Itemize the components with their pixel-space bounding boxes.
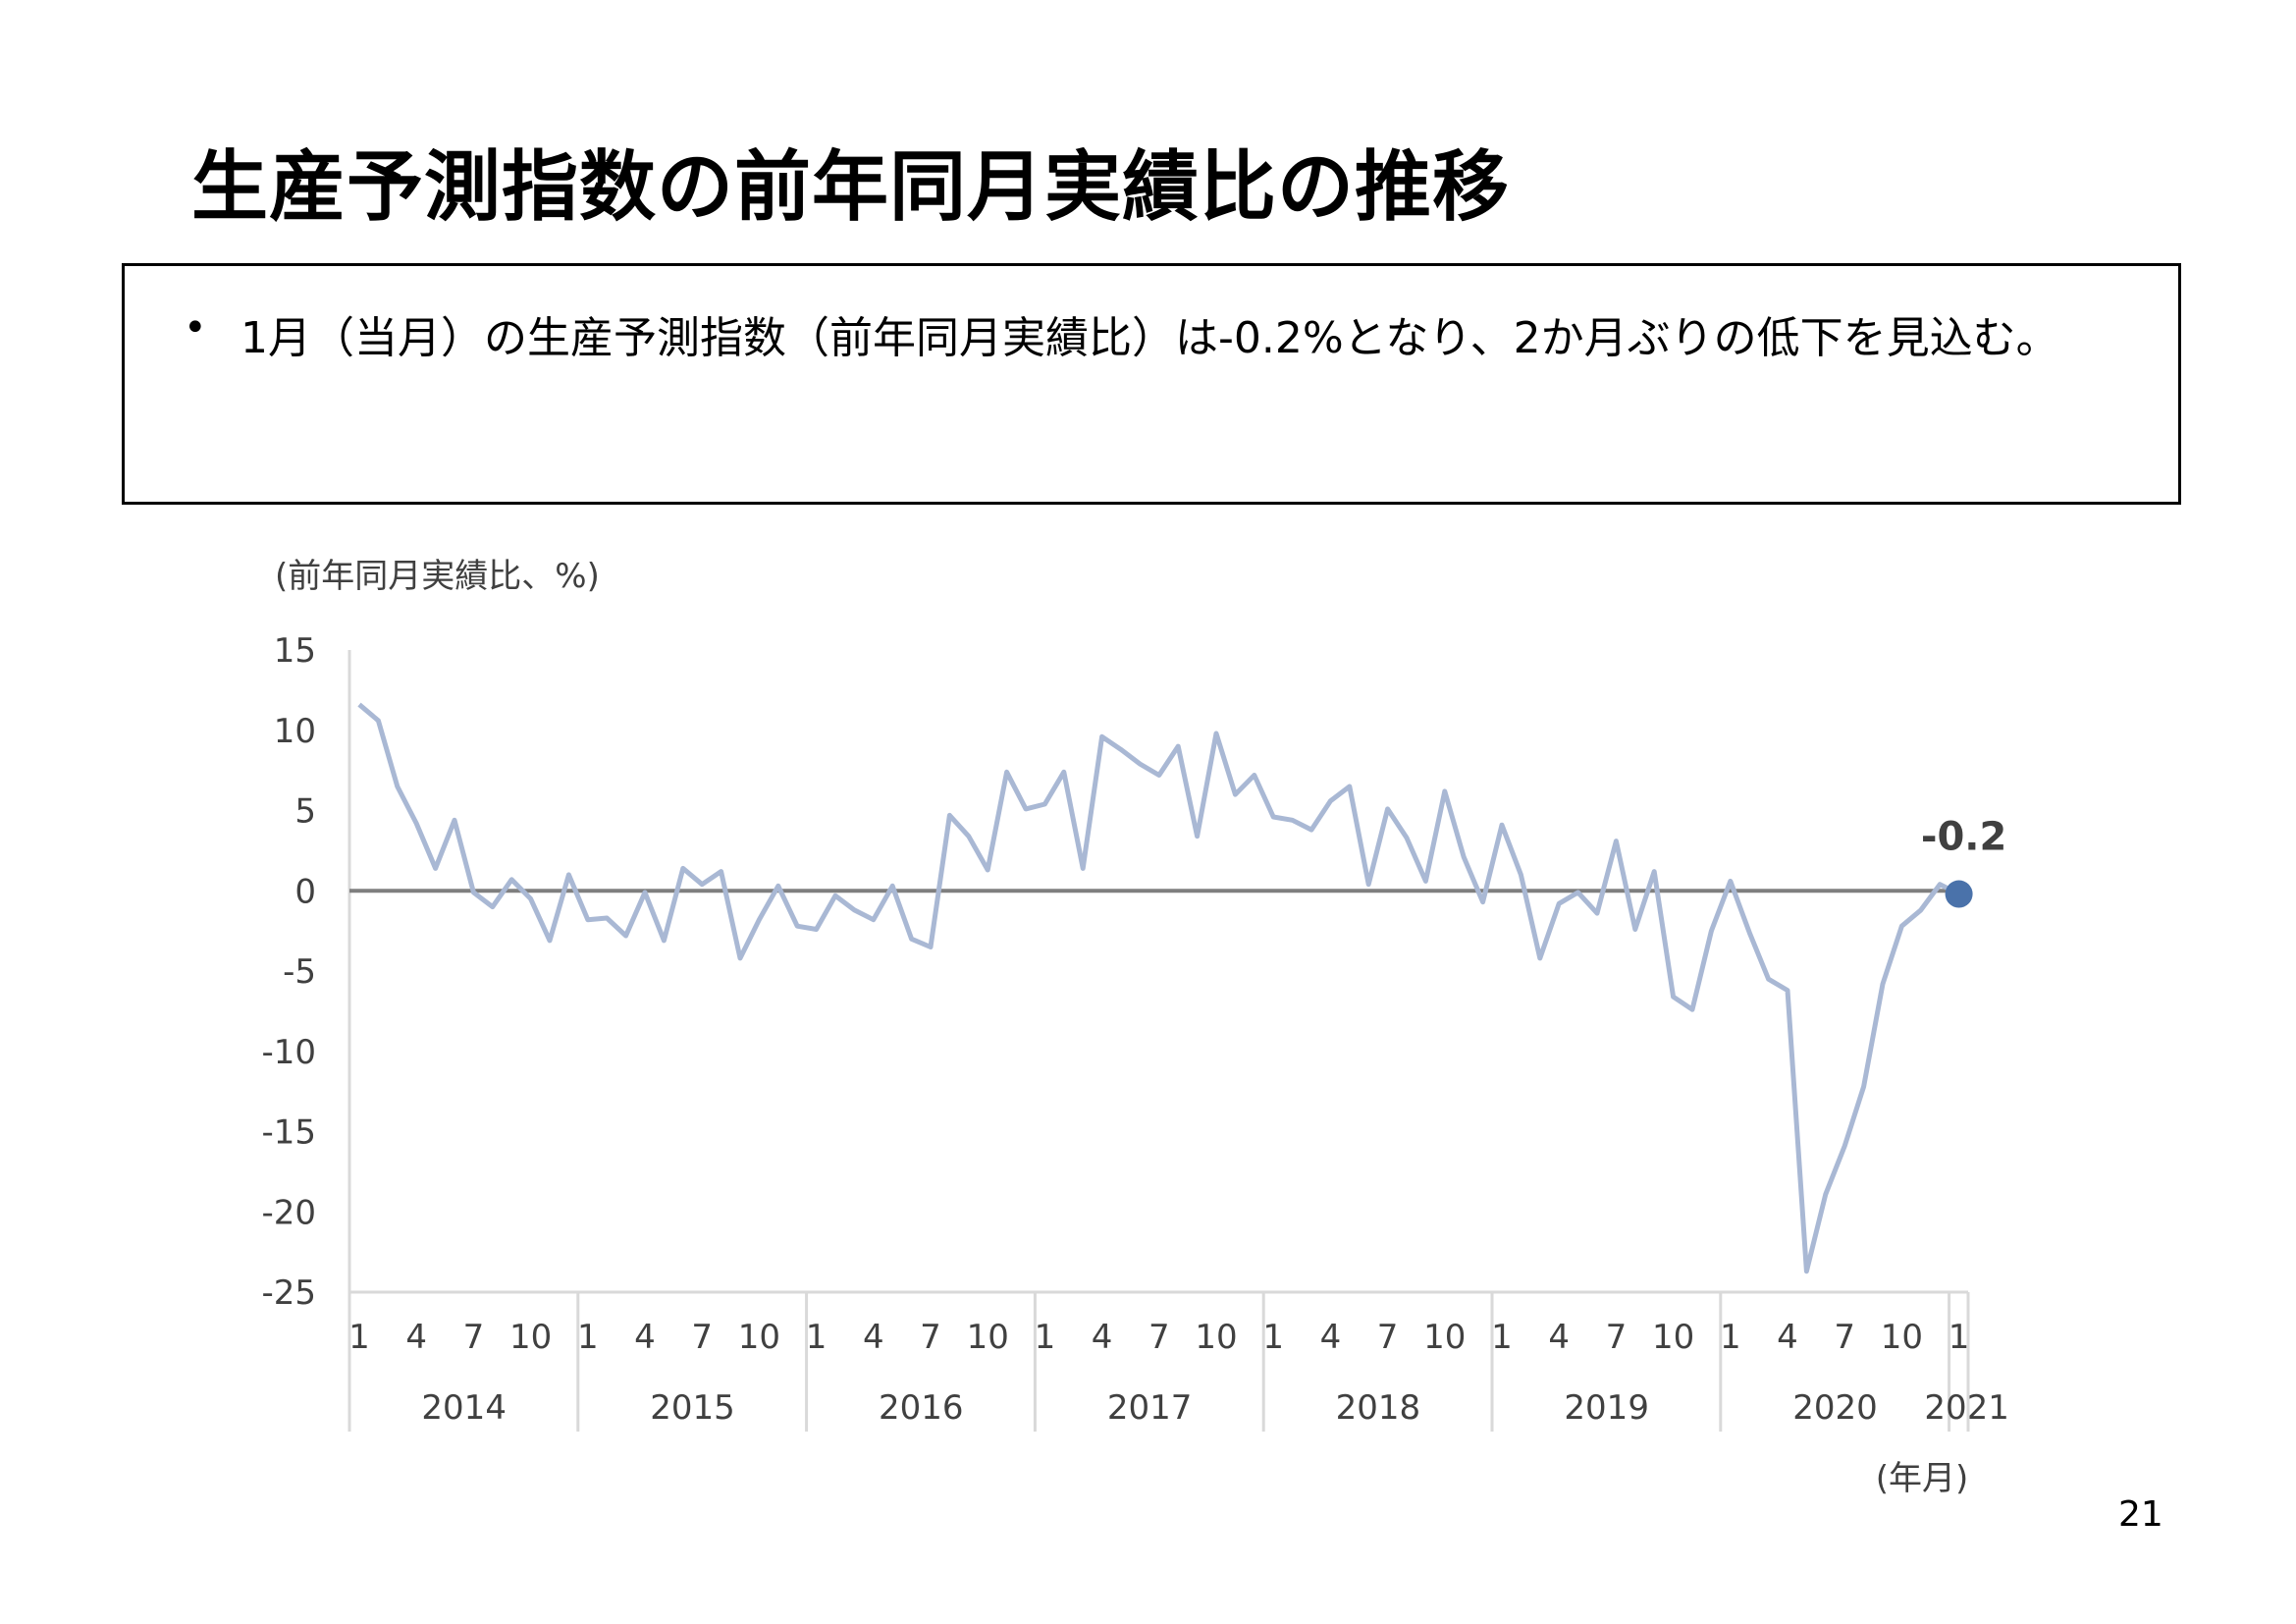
y-tick-label: -10 bbox=[261, 1033, 316, 1072]
year-label: 2018 bbox=[1336, 1388, 1421, 1428]
series-line bbox=[357, 702, 1960, 1274]
last-point-marker bbox=[1945, 880, 1973, 908]
x-tick-label: 4 bbox=[863, 1318, 884, 1357]
x-tick-label: 1 bbox=[806, 1318, 828, 1357]
x-tick-label: 7 bbox=[691, 1318, 713, 1357]
x-tick-label: 7 bbox=[1148, 1318, 1170, 1357]
x-tick-label: 10 bbox=[1652, 1318, 1694, 1357]
y-tick-label: 15 bbox=[274, 631, 316, 671]
x-axis-label: (年月) bbox=[1876, 1459, 1969, 1498]
x-tick-label: 1 bbox=[1720, 1318, 1741, 1357]
x-tick-label: 7 bbox=[1834, 1318, 1855, 1357]
x-tick-label: 7 bbox=[920, 1318, 941, 1357]
x-tick-label: 10 bbox=[1423, 1318, 1466, 1357]
y-tick-label: 10 bbox=[274, 712, 316, 751]
x-tick-label: 4 bbox=[1320, 1318, 1342, 1357]
x-tick-label: 1 bbox=[1035, 1318, 1056, 1357]
slide-title: 生産予測指数の前年同月実績比の推移 bbox=[191, 143, 1511, 232]
x-tick-label: 1 bbox=[577, 1318, 599, 1357]
y-tick-label: -25 bbox=[261, 1273, 316, 1313]
x-tick-label: 4 bbox=[405, 1318, 427, 1357]
x-tick-label: 10 bbox=[967, 1318, 1009, 1357]
x-tick-label: 4 bbox=[634, 1318, 656, 1357]
x-tick-label: 1 bbox=[1491, 1318, 1513, 1357]
x-tick-label: 1 bbox=[1262, 1318, 1284, 1357]
y-tick-label: 0 bbox=[294, 872, 316, 911]
x-tick-label: 10 bbox=[1195, 1318, 1237, 1357]
bullet-marker: • bbox=[184, 305, 207, 351]
x-tick-label: 7 bbox=[1377, 1318, 1399, 1357]
x-tick-label: 10 bbox=[738, 1318, 780, 1357]
summary-text: 1月（当月）の生産予測指数（前年同月実績比）は-0.2%となり、2か月ぶりの低下… bbox=[240, 313, 2059, 363]
page-number: 21 bbox=[2118, 1494, 2163, 1535]
x-tick-label: 4 bbox=[1777, 1318, 1798, 1357]
y-tick-label: 5 bbox=[294, 792, 316, 832]
year-label: 2020 bbox=[1792, 1388, 1878, 1428]
x-tick-label: 4 bbox=[1092, 1318, 1113, 1357]
year-label: 2016 bbox=[879, 1388, 964, 1428]
year-label: 2015 bbox=[650, 1388, 735, 1428]
summary-box: • 1月（当月）の生産予測指数（前年同月実績比）は-0.2%となり、2か月ぶりの… bbox=[122, 263, 2181, 505]
y-tick-label: -20 bbox=[261, 1193, 316, 1232]
year-label: 2014 bbox=[421, 1388, 507, 1428]
x-tick-label: 1 bbox=[348, 1318, 370, 1357]
last-point-data-label: -0.2 bbox=[1921, 815, 2006, 860]
x-tick-label: 10 bbox=[509, 1318, 552, 1357]
y-axis-label: (前年同月実績比、%) bbox=[275, 557, 600, 596]
x-tick-label: 7 bbox=[463, 1318, 485, 1357]
year-label: 2019 bbox=[1564, 1388, 1649, 1428]
x-tick-label: 10 bbox=[1881, 1318, 1923, 1357]
x-tick-label: 7 bbox=[1606, 1318, 1628, 1357]
x-tick-label: 4 bbox=[1548, 1318, 1570, 1357]
year-label: 2017 bbox=[1107, 1388, 1193, 1428]
x-tick-label: 1 bbox=[1949, 1318, 1970, 1357]
y-tick-label: -15 bbox=[261, 1113, 316, 1153]
y-tick-label: -5 bbox=[283, 952, 316, 992]
